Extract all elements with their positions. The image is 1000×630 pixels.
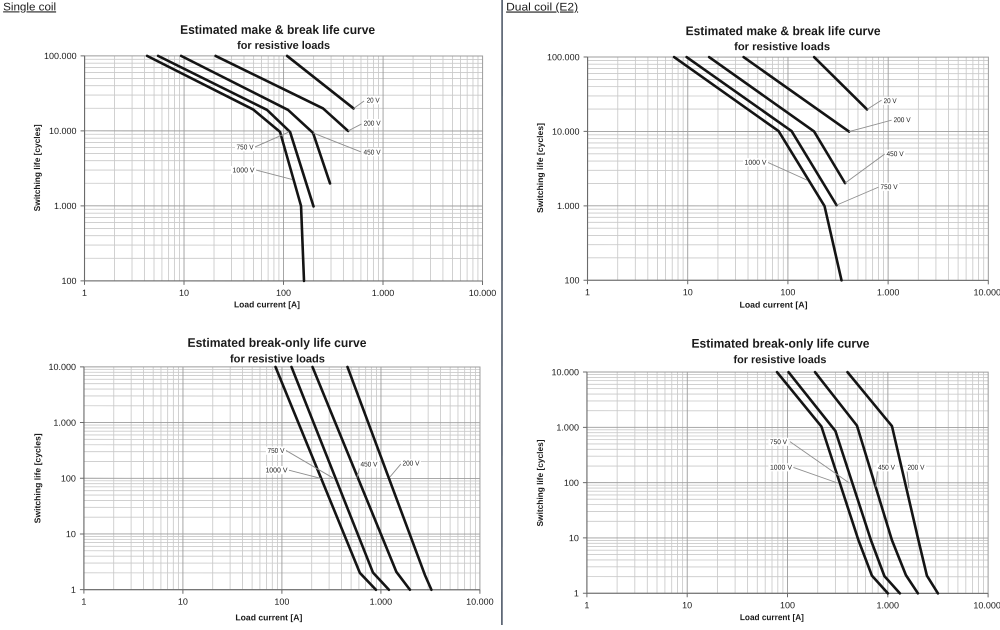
svg-text:20 V: 20 V [367, 97, 380, 104]
svg-text:Load current [A]: Load current [A] [740, 612, 804, 622]
svg-text:1: 1 [585, 287, 590, 297]
svg-text:1.000: 1.000 [877, 287, 900, 297]
svg-text:Estimated make & break life cu: Estimated make & break life curve [180, 23, 375, 37]
svg-text:100: 100 [780, 600, 795, 610]
svg-text:1000 V: 1000 V [265, 467, 287, 474]
svg-text:Dual coil (E2): Dual coil (E2) [506, 2, 578, 14]
svg-text:1: 1 [82, 288, 87, 298]
svg-text:Load current [A]: Load current [A] [740, 300, 808, 310]
svg-text:10.000: 10.000 [466, 597, 494, 607]
svg-text:1: 1 [81, 597, 86, 607]
svg-text:100: 100 [274, 597, 289, 607]
svg-text:Load current [A]: Load current [A] [235, 612, 302, 622]
svg-text:100: 100 [780, 287, 795, 297]
svg-text:200 V: 200 V [894, 117, 911, 124]
svg-text:750 V: 750 V [770, 439, 787, 446]
svg-text:10.000: 10.000 [551, 367, 579, 377]
svg-text:1: 1 [71, 585, 76, 595]
svg-text:100: 100 [564, 478, 579, 488]
svg-text:for resistive loads: for resistive loads [733, 354, 826, 366]
svg-text:1: 1 [574, 588, 579, 598]
svg-text:1.000: 1.000 [372, 288, 395, 298]
svg-text:200 V: 200 V [907, 465, 924, 472]
svg-text:200 V: 200 V [364, 120, 381, 127]
svg-text:1.000: 1.000 [53, 418, 76, 428]
svg-text:10.000: 10.000 [49, 126, 77, 136]
svg-text:10.000: 10.000 [552, 127, 580, 137]
svg-text:1000 V: 1000 V [233, 167, 255, 174]
svg-text:for resistive loads: for resistive loads [230, 353, 325, 365]
svg-text:100.000: 100.000 [547, 52, 580, 62]
svg-text:10.000: 10.000 [469, 288, 497, 298]
svg-text:450 V: 450 V [364, 149, 381, 156]
svg-text:10.000: 10.000 [973, 287, 1000, 297]
svg-text:1: 1 [584, 600, 589, 610]
svg-text:1.000: 1.000 [877, 600, 900, 610]
svg-text:750 V: 750 V [237, 144, 254, 151]
svg-text:10: 10 [178, 597, 188, 607]
svg-text:450 V: 450 V [878, 465, 895, 472]
svg-text:100: 100 [564, 275, 579, 285]
svg-text:10: 10 [682, 600, 692, 610]
svg-text:Switching life [cycles]: Switching life [cycles] [535, 123, 545, 213]
svg-text:1000 V: 1000 V [770, 465, 792, 472]
svg-text:Switching life [cycles]: Switching life [cycles] [32, 433, 42, 523]
svg-text:10.000: 10.000 [973, 600, 1000, 610]
svg-text:450 V: 450 V [887, 151, 904, 158]
svg-text:for resistive loads: for resistive loads [734, 41, 830, 53]
svg-text:1.000: 1.000 [557, 201, 580, 211]
svg-text:Estimated break-only life curv: Estimated break-only life curve [187, 336, 366, 350]
svg-text:10: 10 [66, 529, 76, 539]
svg-text:20 V: 20 V [884, 98, 897, 105]
svg-text:200 V: 200 V [402, 460, 419, 467]
svg-text:750 V: 750 V [267, 448, 284, 455]
svg-text:Estimated make & break life cu: Estimated make & break life curve [686, 24, 881, 38]
svg-text:1.000: 1.000 [54, 201, 77, 211]
svg-text:10: 10 [179, 288, 189, 298]
svg-text:750 V: 750 V [881, 184, 898, 191]
svg-text:10: 10 [569, 533, 579, 543]
svg-text:1.000: 1.000 [556, 423, 579, 433]
svg-text:Single coil: Single coil [3, 1, 56, 13]
svg-text:450 V: 450 V [360, 461, 377, 468]
svg-text:Switching life [cycles]: Switching life [cycles] [535, 439, 545, 526]
svg-text:100: 100 [61, 473, 76, 483]
svg-text:100: 100 [276, 288, 291, 298]
svg-text:for resistive loads: for resistive loads [237, 40, 330, 52]
svg-text:10: 10 [683, 287, 693, 297]
svg-text:Load current [A]: Load current [A] [234, 299, 300, 309]
svg-text:100: 100 [61, 276, 76, 286]
svg-text:Estimated break-only life curv: Estimated break-only life curve [691, 337, 869, 351]
svg-text:1.000: 1.000 [370, 597, 393, 607]
svg-text:100.000: 100.000 [44, 51, 77, 61]
svg-text:10.000: 10.000 [48, 362, 76, 372]
svg-text:1000 V: 1000 V [745, 160, 767, 167]
svg-text:Switching life [cycles]: Switching life [cycles] [32, 124, 42, 211]
